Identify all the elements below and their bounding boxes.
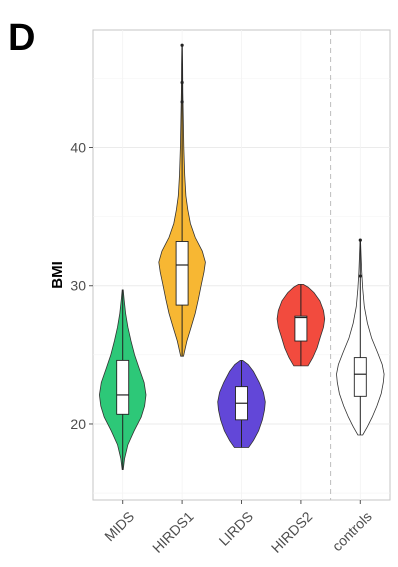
x-tick-label-lirds: LIRDS bbox=[216, 508, 256, 548]
y-tick-label: 20 bbox=[70, 416, 86, 432]
y-tick-label: 30 bbox=[70, 278, 86, 294]
y-axis-title: BMI bbox=[49, 261, 66, 289]
x-tick-label-controls: controls bbox=[329, 508, 375, 554]
outlier-point bbox=[180, 100, 184, 104]
box-hirds2 bbox=[294, 315, 308, 342]
violin-layer bbox=[98, 43, 385, 470]
box-controls bbox=[353, 357, 367, 397]
x-tick-label-hirds2: HIRDS2 bbox=[268, 508, 316, 556]
x-tick-label-mids: MIDS bbox=[101, 508, 137, 544]
outlier-point bbox=[358, 274, 362, 278]
outlier-point bbox=[180, 43, 184, 47]
outlier-point bbox=[358, 238, 362, 242]
x-tick-label-hirds1: HIRDS1 bbox=[149, 508, 197, 556]
box-hirds1 bbox=[175, 241, 189, 306]
outlier-point bbox=[180, 80, 184, 85]
panel-letter: D bbox=[8, 17, 35, 59]
y-tick-label: 40 bbox=[70, 140, 86, 156]
box-mids bbox=[116, 359, 130, 415]
